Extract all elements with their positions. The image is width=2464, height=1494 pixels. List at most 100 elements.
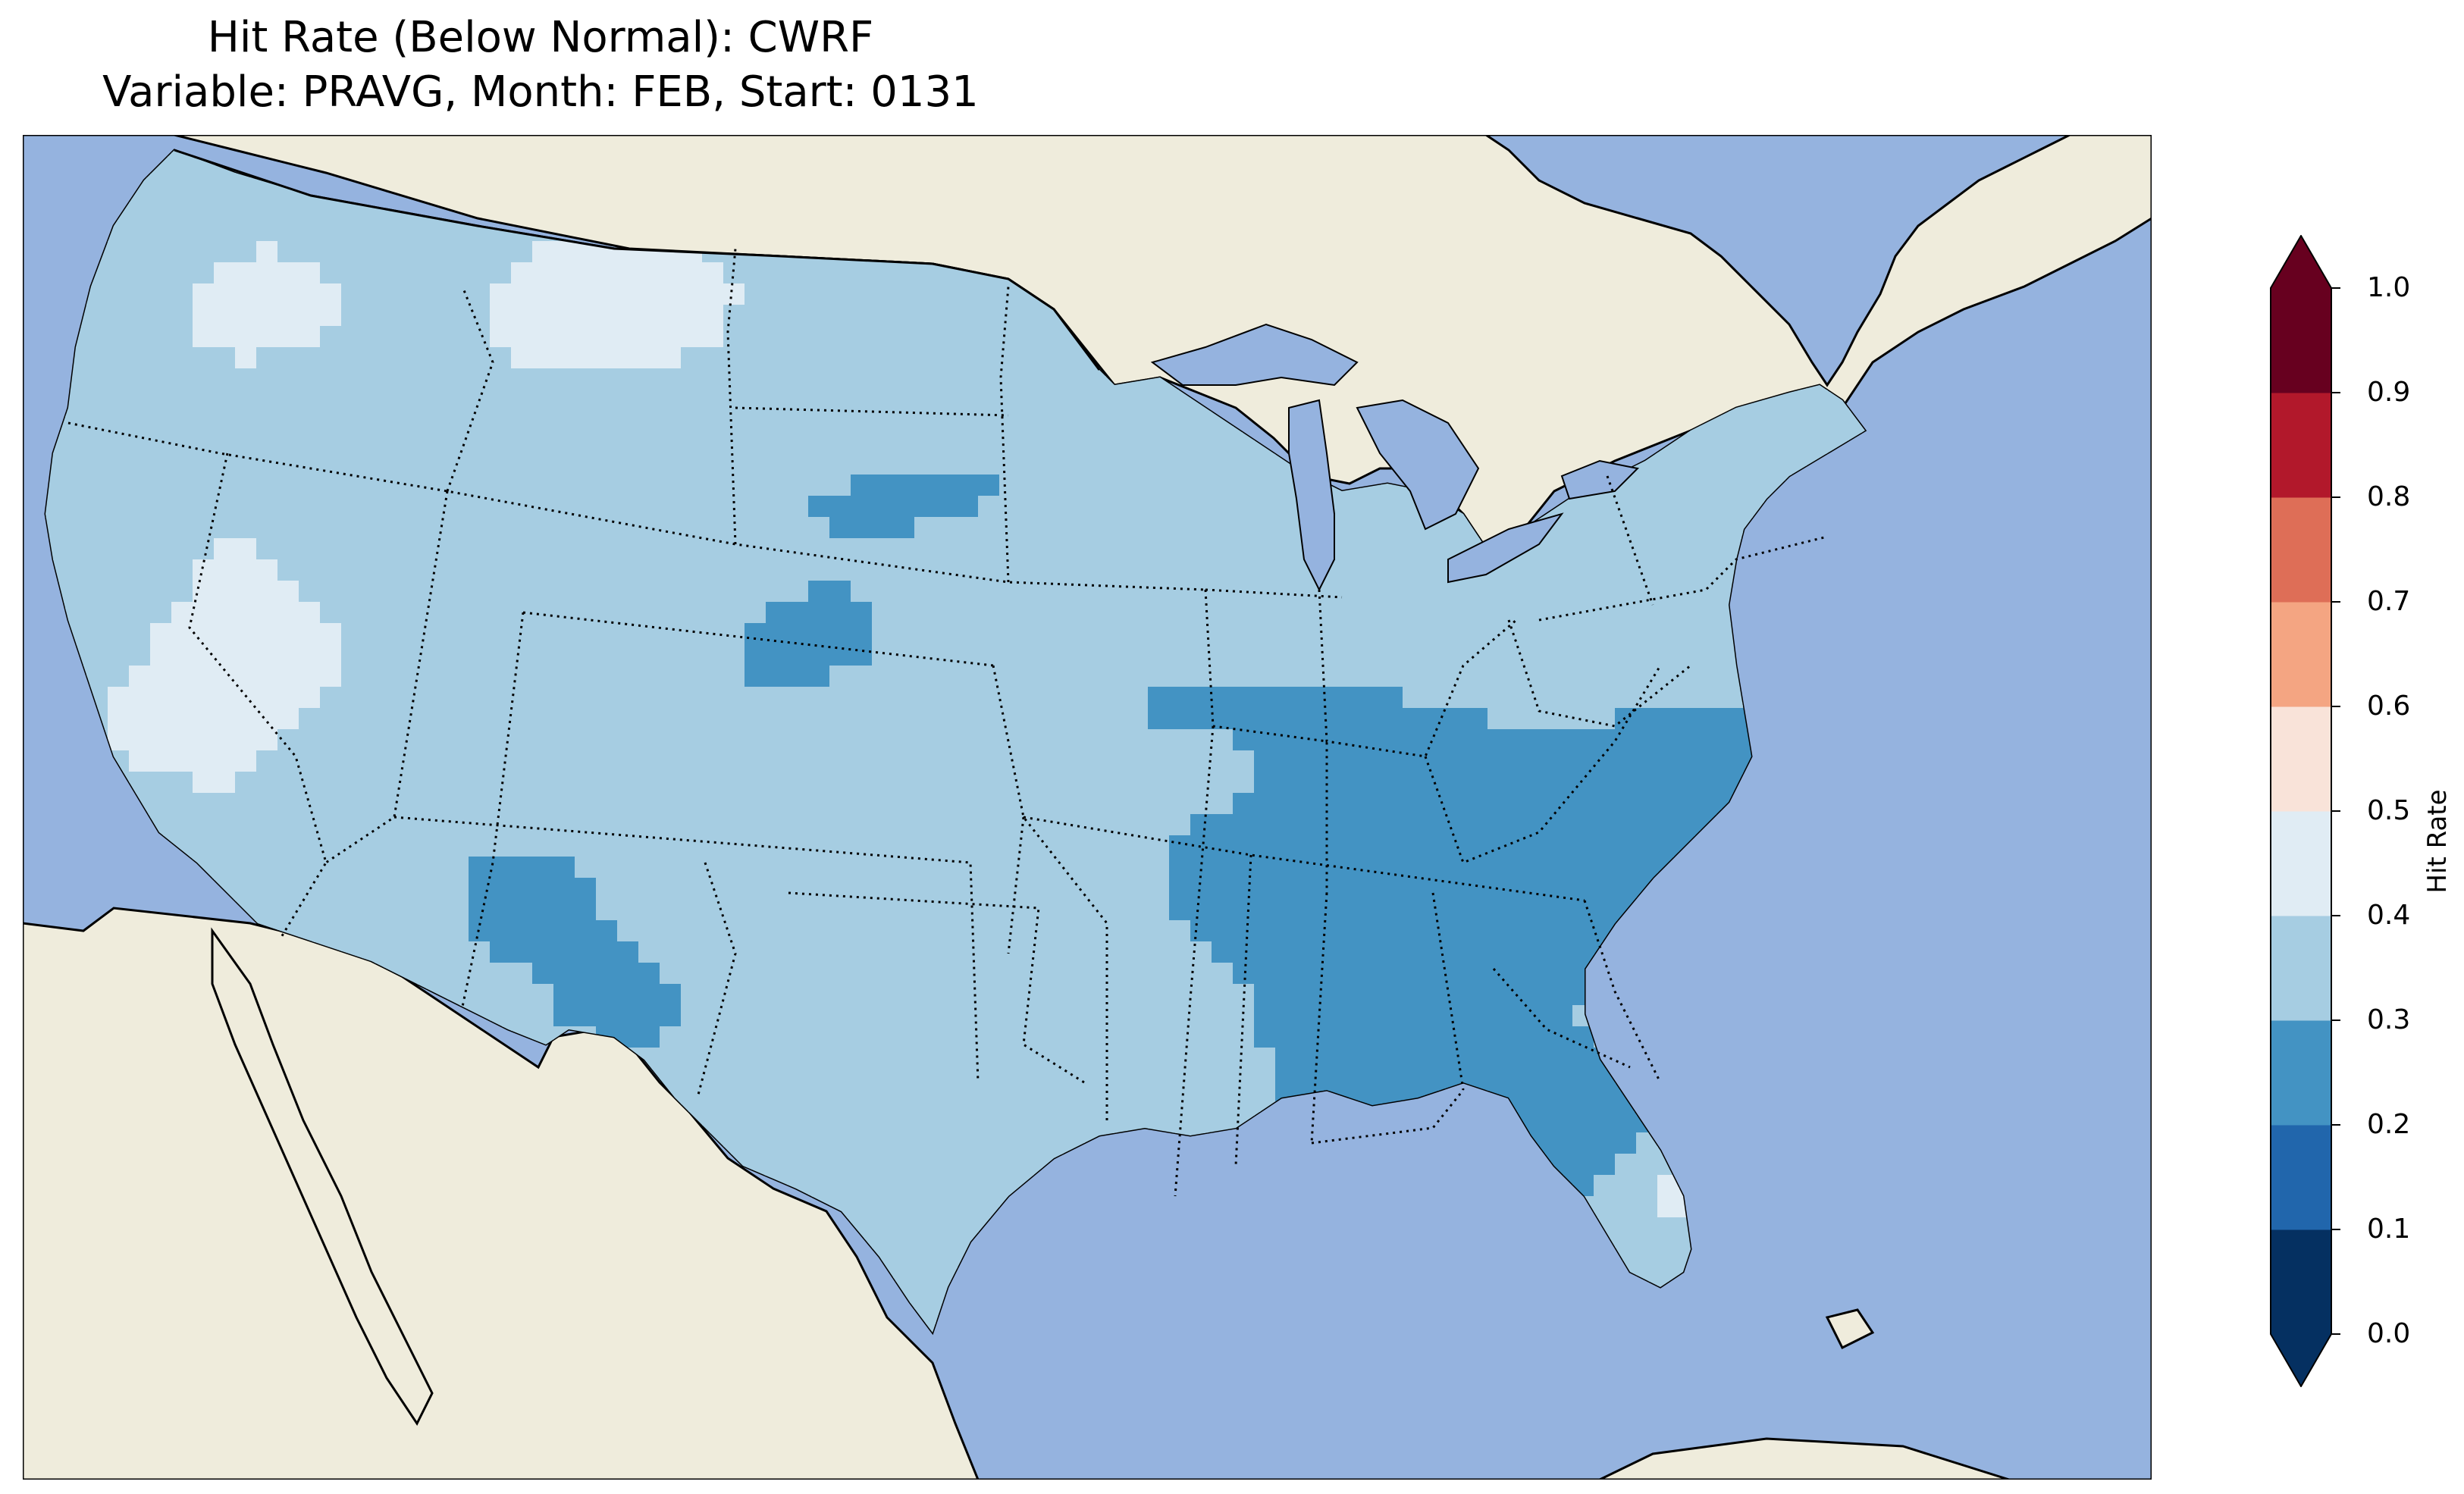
hit-rate-cell: [256, 347, 278, 369]
hit-rate-cell: [808, 750, 830, 772]
hit-rate-cell: [1020, 411, 1042, 433]
hit-rate-cell: [999, 1154, 1021, 1176]
hit-rate-cell: [362, 835, 384, 857]
hit-rate-cell: [1318, 793, 1340, 815]
hit-rate-cell: [1212, 517, 1234, 539]
hit-rate-cell: [1679, 772, 1701, 794]
hit-rate-cell: [214, 241, 236, 263]
hit-rate-cell: [681, 496, 703, 518]
hit-rate-cell: [1084, 963, 1106, 985]
hit-rate-cell: [1233, 920, 1255, 942]
hit-rate-cell: [1148, 666, 1170, 687]
hit-rate-cell: [511, 857, 533, 879]
hit-rate-cell: [1700, 559, 1722, 581]
hit-rate-cell: [1148, 920, 1170, 942]
hit-rate-cell: [532, 475, 554, 496]
hit-rate-cell: [511, 305, 533, 327]
hit-rate-cell: [1233, 1005, 1255, 1027]
hit-rate-cell: [511, 390, 533, 412]
hit-rate-cell: [1105, 750, 1127, 772]
hit-rate-cell: [787, 305, 809, 327]
hit-rate-cell: [1509, 793, 1531, 815]
hit-rate-cell: [511, 878, 533, 900]
hit-rate-cell: [426, 517, 448, 539]
hit-rate-cell: [553, 262, 575, 284]
hit-rate-cell: [1381, 835, 1403, 857]
hit-rate-cell: [723, 687, 745, 709]
hit-rate-cell: [914, 326, 936, 348]
hit-rate-cell: [808, 666, 830, 687]
hit-rate-cell: [405, 347, 427, 369]
hit-rate-cell: [575, 644, 597, 666]
hit-rate-cell: [660, 368, 682, 390]
hit-rate-cell: [638, 878, 660, 900]
hit-rate-cell: [787, 772, 809, 794]
hit-rate-cell: [1169, 453, 1191, 475]
hit-rate-cell: [829, 1048, 851, 1070]
hit-rate-cell: [1721, 475, 1743, 496]
hit-rate-cell: [978, 814, 1000, 836]
hit-rate-cell: [1721, 432, 1743, 454]
hit-rate-cell: [745, 496, 766, 518]
hit-rate-cell: [490, 666, 512, 687]
hit-rate-cell: [596, 687, 618, 709]
hit-rate-cell: [1063, 708, 1085, 730]
hit-rate-cell: [511, 814, 533, 836]
hit-rate-cell: [426, 538, 448, 560]
hit-rate-cell: [1466, 941, 1488, 963]
hit-rate-cell: [447, 241, 469, 263]
hit-rate-cell: [851, 1154, 873, 1176]
hit-rate-cell: [978, 857, 1000, 879]
hit-rate-cell: [1296, 581, 1318, 603]
hit-rate-cell: [426, 241, 448, 263]
hit-rate-cell: [490, 559, 512, 581]
hit-rate-cell: [1445, 517, 1467, 539]
hit-rate-cell: [86, 623, 108, 645]
hit-rate-cell: [277, 644, 299, 666]
hit-rate-cell: [914, 517, 936, 539]
hit-rate-cell: [1509, 772, 1531, 794]
hit-rate-cell: [384, 581, 406, 603]
hit-rate-cell: [1212, 878, 1234, 900]
hit-rate-cell: [86, 347, 108, 369]
hit-rate-cell: [766, 687, 788, 709]
hit-rate-cell: [86, 326, 108, 348]
hit-rate-cell: [277, 750, 299, 772]
hit-rate-cell: [299, 517, 321, 539]
hit-rate-cell: [1615, 708, 1637, 730]
hit-rate-cell: [872, 750, 894, 772]
hit-rate-cell: [299, 220, 321, 242]
hit-rate-cell: [362, 262, 384, 284]
hit-rate-cell: [1572, 687, 1594, 709]
hit-rate-cell: [702, 432, 724, 454]
hit-rate-cell: [893, 835, 915, 857]
hit-rate-cell: [1042, 941, 1064, 963]
hit-rate-cell: [1530, 920, 1552, 942]
hit-rate-cell: [1084, 666, 1106, 687]
hit-rate-cell: [1127, 496, 1149, 518]
hit-rate-cell: [1721, 729, 1743, 751]
map-canvas: [23, 135, 2152, 1480]
hit-rate-cell: [808, 644, 830, 666]
hit-rate-cell: [766, 1048, 788, 1070]
hit-rate-cell: [638, 623, 660, 645]
hit-rate-cell: [277, 475, 299, 496]
hit-rate-cell: [171, 475, 193, 496]
hit-rate-cell: [1254, 602, 1276, 624]
hit-rate-cell: [214, 793, 236, 815]
hit-rate-cell: [1487, 581, 1509, 603]
hit-rate-cell: [596, 793, 618, 815]
hit-rate-cell: [723, 941, 745, 963]
hit-rate-cell: [532, 390, 554, 412]
hit-rate-cell: [447, 602, 469, 624]
hit-rate-cell: [617, 750, 639, 772]
hit-rate-cell: [829, 411, 851, 433]
hit-rate-cell: [851, 623, 873, 645]
hit-rate-cell: [277, 708, 299, 730]
hit-rate-cell: [829, 644, 851, 666]
hit-rate-cell: [108, 559, 130, 581]
hit-rate-cell: [702, 602, 724, 624]
hit-rate-cell: [384, 644, 406, 666]
hit-rate-cell: [1169, 857, 1191, 879]
hit-rate-cell: [1148, 581, 1170, 603]
